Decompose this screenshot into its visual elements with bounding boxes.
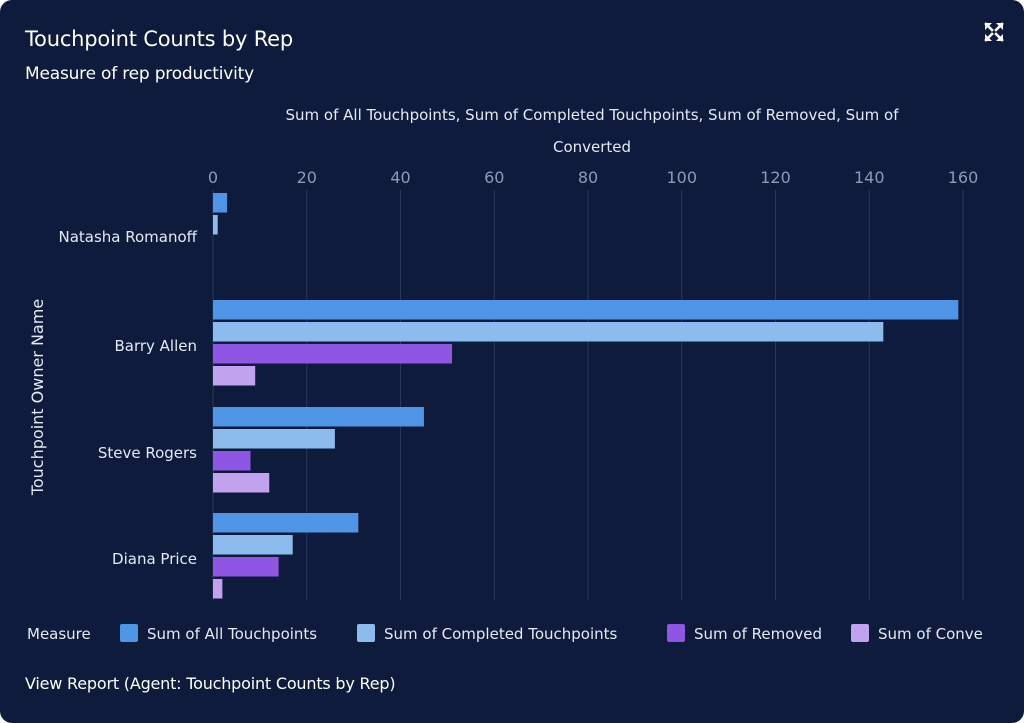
expand-button[interactable] <box>980 18 1008 46</box>
legend-label[interactable]: Sum of Removed <box>694 625 822 643</box>
bar[interactable] <box>213 215 218 235</box>
view-report-link[interactable]: View Report (Agent: Touchpoint Counts by… <box>25 674 396 693</box>
category-labels: Natasha Romanoff Barry Allen Steve Rogers D… <box>58 228 197 568</box>
x-tick-label: 80 <box>578 168 598 187</box>
bar[interactable] <box>213 535 293 555</box>
category-label: Barry Allen <box>114 337 197 355</box>
category-label: Diana Price <box>112 550 197 568</box>
x-tick-label: 160 <box>948 168 979 187</box>
bar[interactable] <box>213 429 335 449</box>
legend-swatch[interactable] <box>120 624 138 642</box>
legend: Measure Sum of All Touchpoints Sum of Com… <box>27 624 983 643</box>
legend-label[interactable]: Sum of All Touchpoints <box>147 625 317 643</box>
x-tick-label: 100 <box>666 168 697 187</box>
expand-arrows-icon <box>984 22 1004 42</box>
x-tick-label: 60 <box>484 168 504 187</box>
bar[interactable] <box>213 473 270 493</box>
grid-lines <box>212 190 964 600</box>
bar[interactable] <box>213 300 959 320</box>
legend-label[interactable]: Sum of Conve <box>878 625 983 643</box>
x-tick-label: 140 <box>854 168 885 187</box>
page-title: Touchpoint Counts by Rep <box>25 27 294 51</box>
legend-swatch[interactable] <box>851 624 869 642</box>
bar[interactable] <box>213 366 256 386</box>
x-tick-label: 20 <box>297 168 317 187</box>
bar[interactable] <box>213 451 251 471</box>
y-axis-title: Touchpoint Owner Name <box>28 299 47 496</box>
x-axis-title-line-1: Sum of All Touchpoints, Sum of Completed… <box>286 106 900 124</box>
x-tick-label: 0 <box>208 168 218 187</box>
x-axis-title-line-2: Converted <box>553 138 631 156</box>
bar[interactable] <box>213 322 884 342</box>
page-subtitle: Measure of rep productivity <box>25 64 254 84</box>
legend-swatch[interactable] <box>667 624 685 642</box>
bar[interactable] <box>213 557 279 577</box>
bar[interactable] <box>213 407 424 427</box>
x-tick-label: 40 <box>390 168 410 187</box>
bar[interactable] <box>213 344 453 364</box>
bar[interactable] <box>213 513 359 533</box>
legend-label[interactable]: Sum of Completed Touchpoints <box>384 625 618 643</box>
category-label: Steve Rogers <box>98 444 197 462</box>
x-tick-labels: 0 20 40 60 80 100 120 140 160 <box>208 168 978 187</box>
legend-swatch[interactable] <box>357 624 375 642</box>
bar[interactable] <box>213 193 228 213</box>
x-tick-label: 120 <box>760 168 791 187</box>
legend-title: Measure <box>27 625 91 643</box>
category-label: Natasha Romanoff <box>58 228 197 246</box>
bars <box>213 193 959 599</box>
bar[interactable] <box>213 579 223 599</box>
